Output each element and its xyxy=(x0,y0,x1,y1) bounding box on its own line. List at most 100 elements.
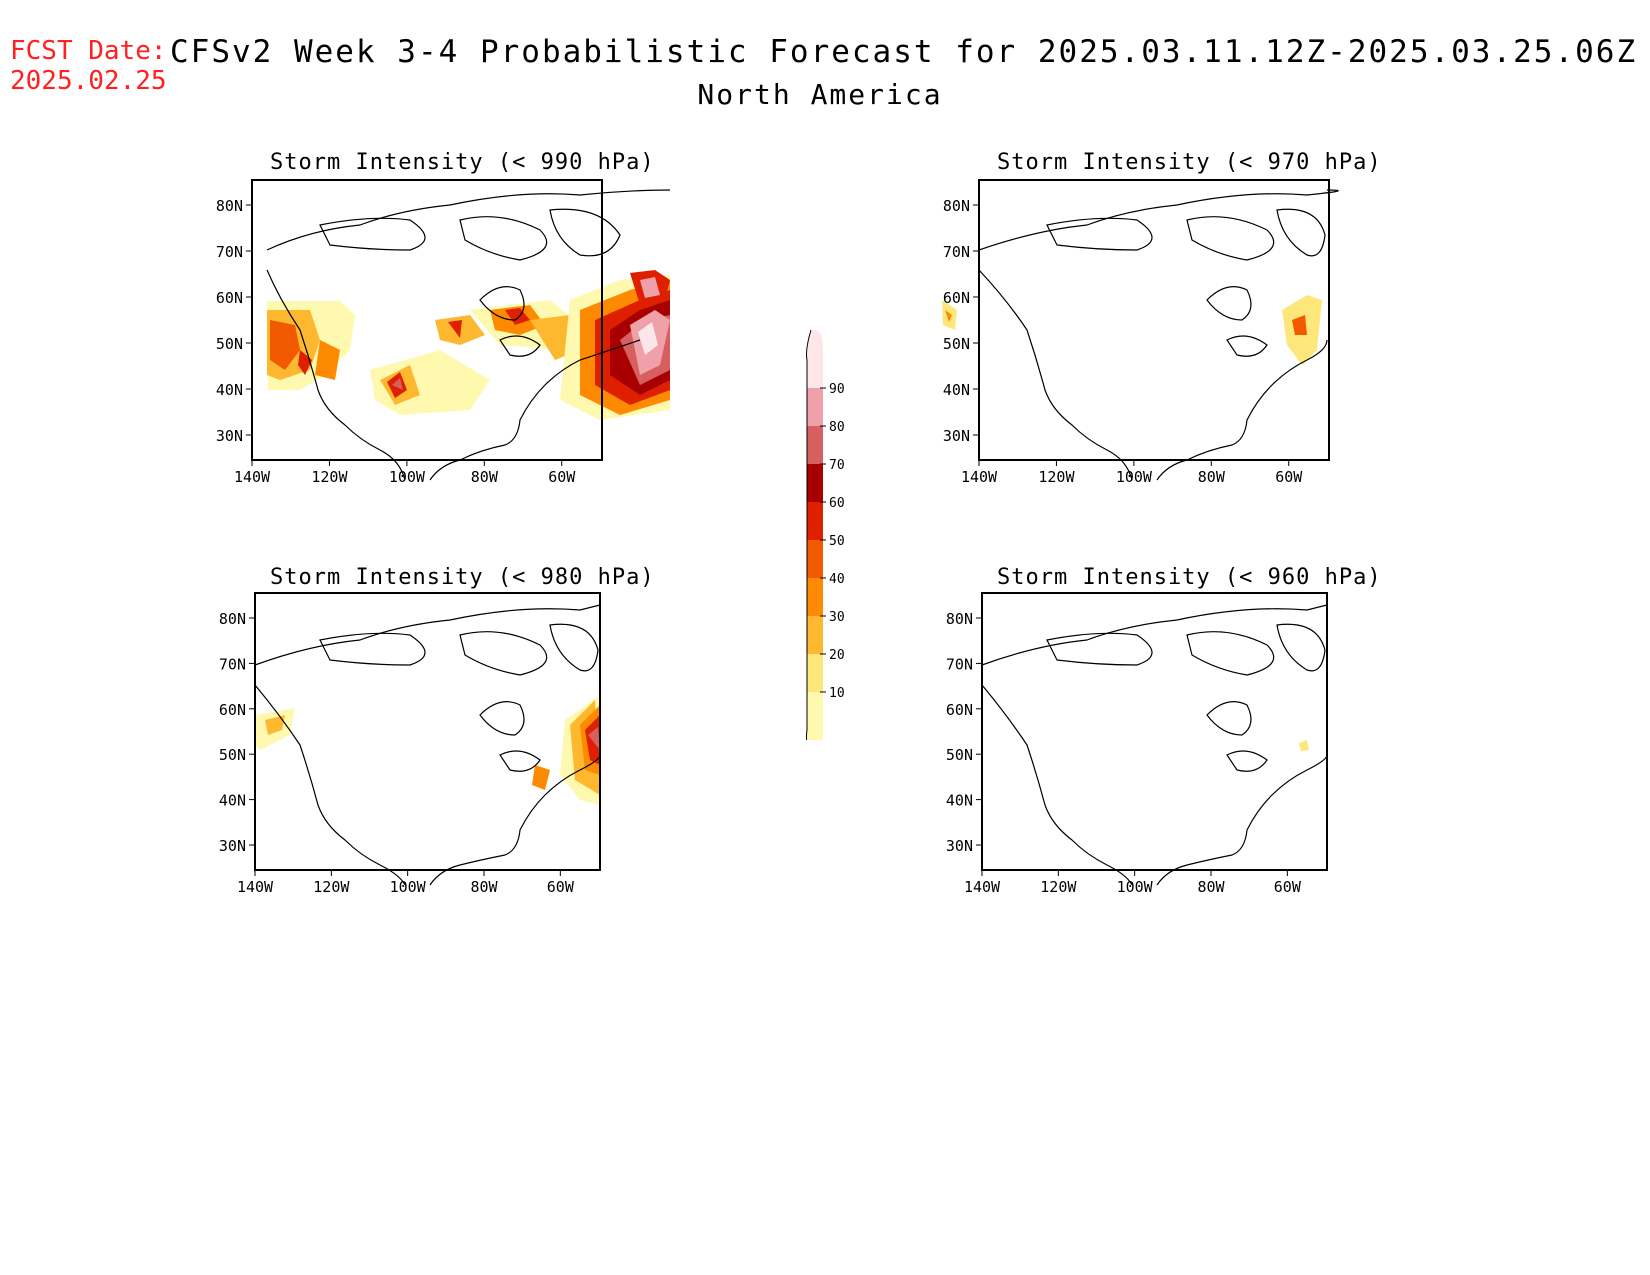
lat-axis-labels: 80N 70N 60N 50N 40N 30N xyxy=(946,610,982,855)
colorbar-swatch xyxy=(807,388,823,426)
probability-shading xyxy=(1299,740,1309,751)
lon-tick-label: 100W xyxy=(1117,878,1154,896)
coastlines xyxy=(254,604,601,886)
lon-axis-labels: 140W 120W 100W 80W 60W xyxy=(234,460,576,486)
lat-tick-label: 30N xyxy=(943,427,970,445)
map-960: 80N 70N 60N 50N 40N 30N 140W 120W 100W 80W 60W xyxy=(946,592,1328,896)
colorbar-level-label: 80 xyxy=(829,420,845,435)
lon-tick-label: 80W xyxy=(1197,878,1225,896)
map-990: 80N 70N 60N 50N 40N 30N 140W 120W 100W 80W 60W xyxy=(216,179,670,486)
panel-970: Storm Intensity (< 970 hPa) 80N 70N 60N 50N… xyxy=(927,150,1397,530)
lon-tick-label: 60W xyxy=(548,468,576,486)
lat-tick-label: 50N xyxy=(943,335,970,353)
lat-tick-label: 70N xyxy=(946,655,973,673)
panel-title: Storm Intensity (< 980 hPa) xyxy=(270,565,655,590)
coastlines xyxy=(981,604,1328,886)
lon-tick-label: 100W xyxy=(390,878,427,896)
lon-axis-labels: 140W 120W 100W 80W 60W xyxy=(961,460,1303,486)
lat-tick-label: 60N xyxy=(943,289,970,307)
lat-tick-label: 60N xyxy=(946,701,973,719)
panel-980: Storm Intensity (< 980 hPa) 80N 70N 60N 50N… xyxy=(200,565,670,945)
lat-tick-label: 40N xyxy=(216,381,243,399)
map-frame xyxy=(251,179,603,461)
lon-tick-label: 100W xyxy=(1116,468,1153,486)
colorbar-level-label: 40 xyxy=(829,572,845,587)
panel-title: Storm Intensity (< 960 hPa) xyxy=(997,565,1382,590)
colorbar-level-label: 30 xyxy=(829,610,845,625)
lat-tick-label: 80N xyxy=(219,610,246,628)
lat-tick-label: 80N xyxy=(943,197,970,215)
lat-tick-label: 80N xyxy=(946,610,973,628)
lat-axis-labels: 80N 70N 60N 50N 40N 30N xyxy=(943,197,979,445)
colorbar-swatch xyxy=(807,578,823,616)
colorbar-swatch xyxy=(807,350,823,388)
lon-tick-label: 120W xyxy=(1038,468,1075,486)
probability-shading xyxy=(255,695,600,805)
lon-tick-label: 60W xyxy=(1274,878,1302,896)
page-title: CFSv2 Week 3-4 Probabilistic Forecast fo… xyxy=(170,34,1638,70)
colorbar-level-label: 60 xyxy=(829,496,845,511)
lon-axis-labels: 140W 120W 100W 80W 60W xyxy=(964,870,1302,896)
lon-tick-label: 80W xyxy=(470,878,498,896)
colorbar-svg: 10 20 30 40 50 60 70 80 90 xyxy=(806,329,845,763)
colorbar-level-label: 70 xyxy=(829,458,845,473)
colorbar-swatch xyxy=(807,464,823,502)
lon-tick-label: 140W xyxy=(964,878,1001,896)
lon-tick-label: 120W xyxy=(311,468,348,486)
lon-tick-label: 80W xyxy=(1198,468,1226,486)
lat-axis-labels: 80N 70N 60N 50N 40N 30N xyxy=(216,197,252,445)
panel-title: Storm Intensity (< 990 hPa) xyxy=(270,150,655,175)
colorbar-swatch xyxy=(807,502,823,540)
forecast-date-label: FCST Date: xyxy=(10,36,167,66)
map-980: 80N 70N 60N 50N 40N 30N 140W 120W 100W 80W 60W xyxy=(219,592,601,896)
lon-axis-labels: 140W 120W 100W 80W 60W xyxy=(237,870,575,896)
lat-tick-label: 50N xyxy=(946,746,973,764)
lon-tick-label: 100W xyxy=(389,468,426,486)
lon-tick-label: 140W xyxy=(234,468,271,486)
coastlines xyxy=(978,189,1339,481)
colorbar-bottom-cap xyxy=(807,730,823,752)
colorbar-swatch xyxy=(807,692,823,730)
lat-tick-label: 70N xyxy=(943,243,970,261)
colorbar-top-cap xyxy=(807,330,823,350)
map-970: 80N 70N 60N 50N 40N 30N 140W 120W 100W 80W 60W xyxy=(942,179,1339,486)
lat-tick-label: 30N xyxy=(216,427,243,445)
forecast-date-value: 2025.02.25 xyxy=(10,66,167,96)
colorbar-swatch xyxy=(807,540,823,578)
lat-tick-label: 30N xyxy=(219,837,246,855)
colorbar-swatch xyxy=(807,654,823,692)
map-frame xyxy=(981,592,1328,871)
lon-tick-label: 60W xyxy=(547,878,575,896)
colorbar: 10 20 30 40 50 60 70 80 90 xyxy=(795,329,875,763)
lat-tick-label: 40N xyxy=(943,381,970,399)
colorbar-swatch xyxy=(807,426,823,464)
lat-tick-label: 60N xyxy=(216,289,243,307)
lat-tick-label: 40N xyxy=(219,792,246,810)
colorbar-level-label: 10 xyxy=(829,686,845,701)
panel-title: Storm Intensity (< 970 hPa) xyxy=(997,150,1382,175)
lon-tick-label: 60W xyxy=(1275,468,1303,486)
lat-tick-label: 30N xyxy=(946,837,973,855)
lat-axis-labels: 80N 70N 60N 50N 40N 30N xyxy=(219,610,255,855)
forecast-date-block: FCST Date: 2025.02.25 xyxy=(10,36,167,96)
region-subtitle: North America xyxy=(697,78,943,111)
lat-tick-label: 50N xyxy=(219,746,246,764)
lon-tick-label: 140W xyxy=(961,468,998,486)
map-frame xyxy=(978,179,1330,461)
colorbar-level-label: 20 xyxy=(829,648,845,663)
lon-tick-label: 140W xyxy=(237,878,274,896)
probability-shading xyxy=(942,295,1322,365)
lat-tick-label: 40N xyxy=(946,792,973,810)
lat-tick-label: 60N xyxy=(219,701,246,719)
map-frame xyxy=(254,592,601,871)
panel-990: Storm Intensity (< 990 hPa) xyxy=(200,150,670,530)
lat-tick-label: 50N xyxy=(216,335,243,353)
lat-tick-label: 80N xyxy=(216,197,243,215)
colorbar-level-label: 90 xyxy=(829,382,845,397)
lat-tick-label: 70N xyxy=(219,655,246,673)
lon-tick-label: 120W xyxy=(313,878,350,896)
colorbar-swatch xyxy=(807,616,823,654)
probability-shading xyxy=(267,270,670,420)
colorbar-level-label: 50 xyxy=(829,534,845,549)
panel-960: Storm Intensity (< 960 hPa) 80N 70N 60N 50N… xyxy=(927,565,1397,945)
